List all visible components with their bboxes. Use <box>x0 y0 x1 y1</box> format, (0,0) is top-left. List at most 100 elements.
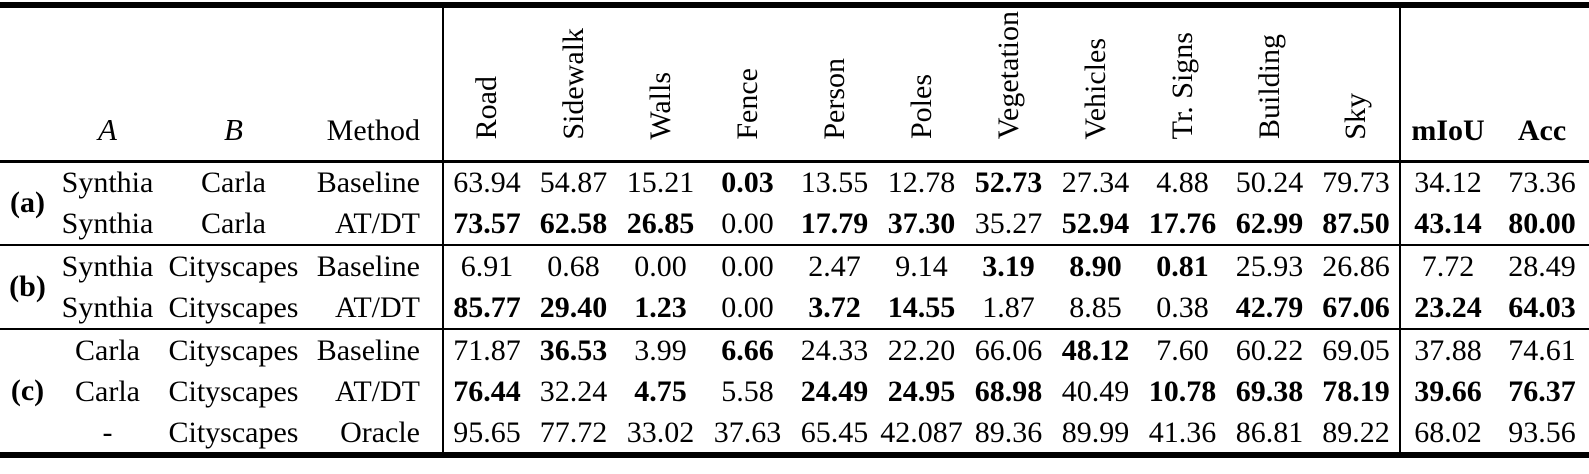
cell-miou: 23.24 <box>1414 290 1482 324</box>
table-header: A B Method Road Sidewalk Walls Fence Per… <box>0 5 1589 161</box>
rotated-label-road: Road <box>470 76 503 140</box>
row-group-c: (c) Carla Cityscapes Baseline 71.87 36.53 3.99… <box>0 329 1589 455</box>
cell-vehicles: 48.12 <box>1061 333 1130 367</box>
corner-cell <box>0 5 55 161</box>
source-domain-cell: Carla <box>75 375 140 408</box>
cell-fence: 0.00 <box>721 206 774 240</box>
cell-acc: 74.61 <box>1508 333 1576 367</box>
cell-building: 86.81 <box>1235 415 1304 449</box>
target-domain-cell: Cityscapes <box>168 333 299 367</box>
cell-vegetation: 52.73 <box>974 165 1043 199</box>
cell-vegetation: 66.06 <box>974 333 1043 367</box>
cell-road: 95.65 <box>453 415 521 449</box>
cell-miou: 68.02 <box>1414 415 1482 449</box>
results-table: A B Method Road Sidewalk Walls Fence Per… <box>0 2 1589 458</box>
row-group-b: (b) Synthia Cityscapes Baseline 6.91 0.68 0.00… <box>0 245 1589 329</box>
col-header-sky: Sky <box>1313 5 1401 161</box>
col-header-miou: mIoU <box>1411 113 1485 147</box>
cell-tr-signs: 7.60 <box>1156 333 1209 367</box>
cell-fence: 0.00 <box>721 249 774 283</box>
cell-fence: 37.63 <box>713 415 782 449</box>
rotated-label-building: Building <box>1252 34 1286 140</box>
cell-walls: 33.02 <box>626 415 695 449</box>
table-row: Carla Cityscapes AT/DT 76.44 32.24 4.75 5.58 24… <box>0 371 1589 413</box>
cell-vegetation: 68.98 <box>974 375 1043 408</box>
cell-fence: 5.58 <box>721 375 774 408</box>
col-header-vehicles: Vehicles <box>1052 5 1139 161</box>
col-header-tr-signs: Tr. Signs <box>1139 5 1226 161</box>
cell-building: 60.22 <box>1235 333 1304 367</box>
rotated-label-poles: Poles <box>904 74 938 140</box>
cell-sidewalk: 54.87 <box>539 165 608 199</box>
cell-vegetation: 89.36 <box>974 415 1043 449</box>
cell-acc: 73.36 <box>1508 165 1576 199</box>
group-label: (b) <box>9 270 46 303</box>
cell-sky: 67.06 <box>1313 287 1401 329</box>
col-header-building: Building <box>1226 5 1313 161</box>
cell-road: 63.94 <box>453 165 521 199</box>
target-domain-label: B <box>224 111 243 147</box>
table-row: Synthia Cityscapes AT/DT 85.77 29.40 1.23 0.00… <box>0 287 1589 329</box>
cell-vehicles: 52.94 <box>1061 206 1130 240</box>
table-row: (b) Synthia Cityscapes Baseline 6.91 0.68 0.00… <box>0 245 1589 303</box>
source-domain-cell: Synthia <box>61 165 154 199</box>
cell-building: 50.24 <box>1235 165 1304 199</box>
target-domain-cell: Cityscapes <box>168 415 299 449</box>
cell-tr-signs: 17.76 <box>1148 206 1217 240</box>
cell-poles: 9.14 <box>895 249 948 283</box>
group-label: (c) <box>10 374 45 407</box>
method-cell: Oracle <box>307 413 444 455</box>
rotated-label-sky: Sky <box>1339 92 1372 140</box>
cell-person: 17.79 <box>800 206 869 240</box>
source-domain-cell: Carla <box>75 333 140 367</box>
source-domain-cell: - <box>102 415 113 449</box>
source-domain-cell: Synthia <box>61 249 154 283</box>
table-row: Synthia Carla AT/DT 73.57 62.58 26.85 0.00 17.7… <box>0 203 1589 245</box>
cell-walls: 15.21 <box>626 165 695 199</box>
method-cell: Baseline <box>307 329 444 371</box>
cell-vegetation: 35.27 <box>974 206 1043 240</box>
cell-miou: 43.14 <box>1414 206 1482 240</box>
rotated-label-fence: Fence <box>730 67 764 140</box>
col-header-road: Road <box>443 5 530 161</box>
cell-walls: 26.85 <box>626 206 695 240</box>
col-header-sidewalk: Sidewalk <box>530 5 617 161</box>
col-header-source-domain: A <box>55 5 160 161</box>
cell-tr-signs: 41.36 <box>1148 415 1217 449</box>
cell-person: 2.47 <box>808 249 861 283</box>
cell-fence: 6.66 <box>721 333 774 367</box>
cell-sky: 26.86 <box>1313 245 1401 287</box>
cell-tr-signs: 0.38 <box>1156 290 1209 324</box>
cell-fence: 0.00 <box>721 290 774 324</box>
cell-tr-signs: 0.81 <box>1156 249 1209 283</box>
method-cell: AT/DT <box>307 203 444 245</box>
cell-poles: 37.30 <box>887 206 956 240</box>
cell-poles: 22.20 <box>887 333 956 367</box>
col-header-walls: Walls <box>617 5 704 161</box>
rotated-label-vehicles: Vehicles <box>1078 37 1112 140</box>
cell-sidewalk: 29.40 <box>539 290 608 324</box>
cell-sidewalk: 77.72 <box>539 415 608 449</box>
cell-miou: 37.88 <box>1414 333 1482 367</box>
cell-building: 42.79 <box>1235 290 1304 324</box>
cell-walls: 0.00 <box>634 249 687 283</box>
row-group-a: (a) Synthia Carla Baseline 63.94 54.87 15.21 0.… <box>0 161 1589 245</box>
cell-road: 76.44 <box>453 375 521 408</box>
method-cell: Baseline <box>307 161 444 203</box>
cell-road: 73.57 <box>453 206 521 240</box>
cell-walls: 4.75 <box>634 375 687 408</box>
cell-poles: 42.087 <box>880 415 963 449</box>
source-domain-cell: Synthia <box>61 290 154 324</box>
header-row: A B Method Road Sidewalk Walls Fence Per… <box>0 5 1589 161</box>
cell-person: 24.33 <box>800 333 869 367</box>
cell-person: 13.55 <box>800 165 869 199</box>
cell-person: 24.49 <box>800 375 869 408</box>
cell-vegetation: 1.87 <box>982 290 1035 324</box>
cell-acc: 64.03 <box>1508 290 1576 324</box>
cell-vehicles: 27.34 <box>1061 165 1130 199</box>
source-domain-label: A <box>98 111 117 147</box>
col-header-method: Method <box>307 5 444 161</box>
col-header-person: Person <box>791 5 878 161</box>
table-row: - Cityscapes Oracle 95.65 77.72 33.02 37.63 65.… <box>0 413 1589 455</box>
cell-sky: 69.05 <box>1313 329 1401 371</box>
